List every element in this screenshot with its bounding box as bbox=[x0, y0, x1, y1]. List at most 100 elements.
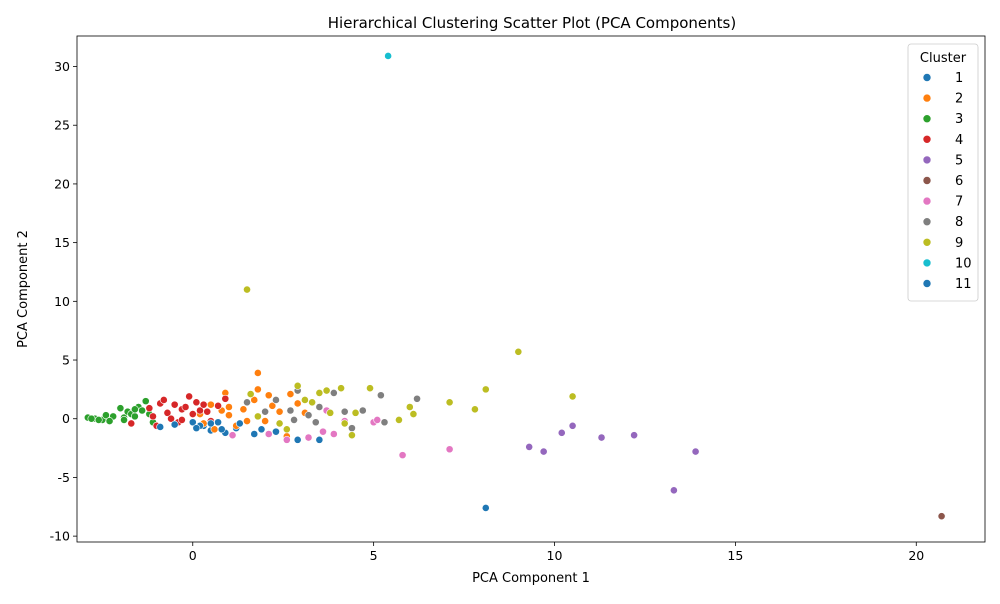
legend-label: 9 bbox=[955, 236, 963, 251]
data-point-cluster-7 bbox=[282, 435, 291, 444]
data-point-cluster-9 bbox=[293, 381, 302, 390]
data-point-cluster-9 bbox=[246, 390, 255, 398]
data-point-cluster-3 bbox=[138, 406, 147, 415]
data-point-cluster-9 bbox=[326, 408, 335, 417]
data-point-cluster-2 bbox=[225, 403, 233, 411]
data-point-cluster-7 bbox=[228, 431, 237, 440]
legend-marker bbox=[922, 135, 932, 144]
data-point-cluster-1 bbox=[315, 435, 324, 444]
legend-label: 4 bbox=[955, 133, 963, 148]
legend-items: 1 2 3 4 5 6 7 8 9 10 11 bbox=[922, 71, 972, 292]
legend-label: 10 bbox=[955, 256, 972, 271]
y-axis-ticks: -10 -5 0 5 10 15 20 25 30 bbox=[50, 59, 77, 544]
data-point-cluster-8 bbox=[243, 398, 251, 407]
data-point-cluster-2 bbox=[286, 390, 295, 398]
data-point-cluster-4 bbox=[185, 392, 194, 401]
data-point-cluster-4 bbox=[214, 401, 222, 410]
legend-label: 6 bbox=[955, 174, 963, 189]
data-point-cluster-4 bbox=[159, 396, 168, 404]
legend-marker bbox=[922, 279, 932, 288]
data-point-cluster-6 bbox=[937, 512, 946, 521]
data-point-cluster-4 bbox=[170, 400, 179, 409]
y-tick-label: 25 bbox=[54, 118, 70, 133]
data-point-cluster-7 bbox=[304, 433, 313, 442]
data-point-cluster-2 bbox=[275, 407, 284, 416]
x-tick-label: 5 bbox=[370, 548, 378, 563]
data-point-cluster-8 bbox=[348, 424, 356, 433]
data-point-cluster-9 bbox=[514, 347, 523, 356]
data-point-cluster-11 bbox=[156, 423, 165, 431]
x-axis-label: PCA Component 1 bbox=[472, 571, 590, 586]
data-point-cluster-5 bbox=[539, 447, 548, 456]
data-point-cluster-7 bbox=[398, 451, 407, 460]
data-point-cluster-9 bbox=[275, 419, 284, 428]
data-point-cluster-3 bbox=[130, 412, 139, 421]
data-point-cluster-8 bbox=[290, 416, 298, 424]
data-point-cluster-3 bbox=[116, 404, 125, 413]
data-point-cluster-4 bbox=[199, 400, 208, 409]
data-point-cluster-7 bbox=[373, 416, 382, 424]
legend-marker bbox=[922, 238, 932, 247]
data-point-cluster-8 bbox=[340, 407, 349, 416]
data-point-cluster-9 bbox=[366, 384, 374, 393]
data-point-cluster-5 bbox=[525, 443, 534, 451]
data-point-cluster-5 bbox=[669, 486, 678, 495]
data-point-cluster-3 bbox=[105, 417, 114, 425]
data-point-cluster-3 bbox=[94, 416, 103, 424]
data-point-cluster-11 bbox=[217, 425, 226, 434]
x-tick-label: 10 bbox=[547, 548, 563, 563]
data-point-cluster-4 bbox=[188, 410, 197, 418]
data-point-cluster-1 bbox=[272, 427, 280, 436]
legend-label: 7 bbox=[955, 195, 963, 210]
data-point-cluster-8 bbox=[380, 418, 389, 427]
data-point-cluster-9 bbox=[405, 403, 414, 411]
data-point-cluster-2 bbox=[268, 401, 277, 410]
data-point-cluster-9 bbox=[308, 398, 317, 407]
data-point-cluster-9 bbox=[481, 385, 490, 394]
x-tick-label: 0 bbox=[189, 548, 197, 563]
data-point-cluster-8 bbox=[329, 389, 338, 397]
data-point-cluster-9 bbox=[253, 412, 262, 421]
legend-marker bbox=[922, 93, 932, 103]
data-point-cluster-4 bbox=[167, 414, 175, 423]
data-point-cluster-1 bbox=[250, 430, 259, 438]
x-tick-label: 20 bbox=[908, 548, 924, 563]
data-point-cluster-9 bbox=[340, 419, 349, 428]
y-tick-label: 30 bbox=[54, 59, 70, 74]
legend-label: 2 bbox=[955, 92, 963, 107]
legend: Cluster 1 2 3 4 5 6 7 8 9 10 11 bbox=[907, 43, 979, 302]
legend-label: 11 bbox=[955, 277, 972, 292]
y-tick-label: 20 bbox=[54, 176, 70, 191]
data-point-cluster-5 bbox=[630, 431, 638, 440]
data-point-cluster-8 bbox=[315, 403, 324, 411]
data-point-cluster-2 bbox=[253, 385, 262, 394]
data-point-cluster-2 bbox=[264, 391, 273, 400]
data-point-cluster-11 bbox=[192, 424, 201, 433]
y-tick-label: -5 bbox=[58, 470, 70, 485]
data-point-cluster-9 bbox=[315, 389, 324, 397]
data-point-cluster-4 bbox=[192, 398, 201, 407]
data-point-cluster-4 bbox=[221, 394, 230, 403]
y-tick-label: 15 bbox=[54, 235, 70, 250]
data-point-cluster-3 bbox=[130, 405, 139, 414]
data-point-cluster-11 bbox=[206, 419, 215, 428]
legend-title: Cluster bbox=[920, 51, 967, 66]
data-point-cluster-10 bbox=[384, 52, 393, 60]
data-point-cluster-5 bbox=[557, 428, 566, 437]
data-point-cluster-1 bbox=[293, 435, 302, 444]
data-point-cluster-9 bbox=[337, 384, 345, 393]
data-point-cluster-2 bbox=[206, 400, 215, 409]
data-point-cluster-4 bbox=[163, 408, 172, 417]
chart-title: Hierarchical Clustering Scatter Plot (PC… bbox=[328, 14, 736, 32]
y-axis-label: PCA Component 2 bbox=[16, 230, 31, 348]
legend-label: 3 bbox=[955, 112, 963, 127]
data-point-cluster-9 bbox=[282, 425, 291, 434]
legend-marker bbox=[922, 196, 932, 206]
legend-label: 5 bbox=[955, 153, 963, 168]
y-tick-label: -10 bbox=[50, 529, 70, 544]
data-point-cluster-2 bbox=[225, 411, 233, 420]
data-point-cluster-9 bbox=[322, 386, 331, 395]
legend-label: 8 bbox=[955, 215, 963, 230]
